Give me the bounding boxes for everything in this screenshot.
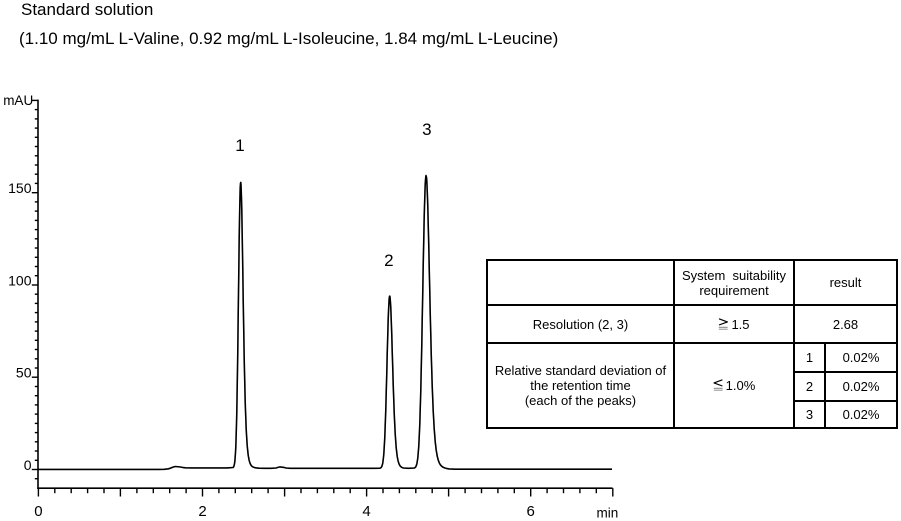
svg-text:2: 2	[198, 503, 206, 520]
svg-text:2: 2	[384, 251, 393, 270]
svg-text:150: 150	[8, 180, 32, 196]
svg-text:min: min	[597, 506, 619, 521]
svg-text:1: 1	[235, 136, 244, 155]
svg-text:100: 100	[8, 273, 32, 289]
svg-text:6: 6	[527, 503, 535, 520]
svg-text:0: 0	[24, 457, 32, 473]
svg-text:50: 50	[16, 365, 32, 381]
svg-text:4: 4	[362, 503, 370, 520]
svg-text:0: 0	[34, 503, 42, 520]
svg-text:mAU: mAU	[3, 93, 33, 108]
svg-text:3: 3	[422, 120, 431, 139]
